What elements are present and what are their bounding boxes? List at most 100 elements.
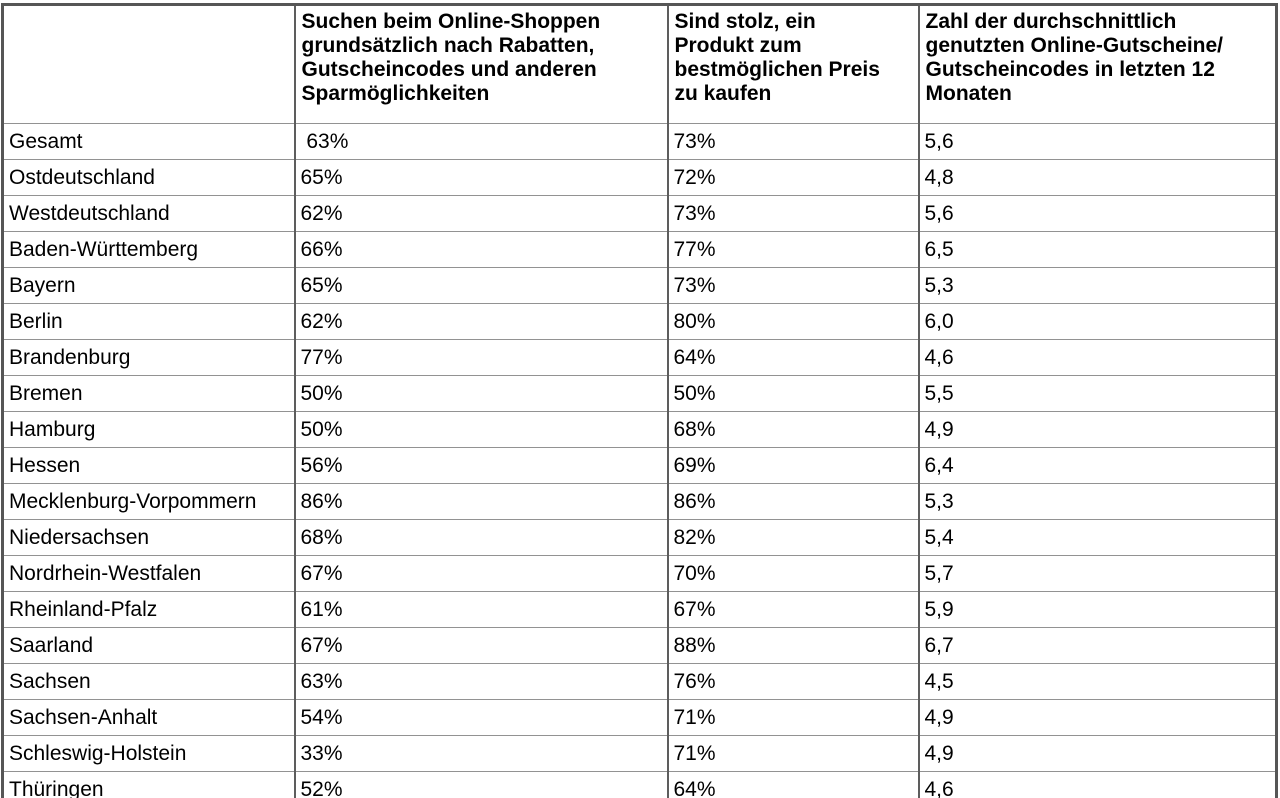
value-cell: 4,9	[917, 735, 1278, 772]
value-cell: 63%	[293, 663, 669, 700]
table-row: Mecklenburg-Vorpommern 86% 86% 5,3	[1, 483, 1278, 520]
table-row: Hessen 56% 69% 6,4	[1, 447, 1278, 484]
region-cell: Nordrhein-Westfalen	[1, 555, 296, 592]
value-cell: 6,5	[917, 231, 1278, 268]
value-cell: 5,4	[917, 519, 1278, 556]
value-cell: 62%	[293, 195, 669, 232]
value-cell: 77%	[293, 339, 669, 376]
value-cell: 6,7	[917, 627, 1278, 664]
value-cell: 54%	[293, 699, 669, 736]
column-header: Sind stolz, ein Produkt zum bestmögliche…	[666, 4, 920, 124]
value-cell: 4,6	[917, 771, 1278, 798]
region-cell: Mecklenburg-Vorpommern	[1, 483, 296, 520]
table-row: Sachsen-Anhalt 54% 71% 4,9	[1, 699, 1278, 736]
value-cell: 67%	[666, 591, 920, 628]
value-cell: 50%	[293, 411, 669, 448]
value-cell: 68%	[666, 411, 920, 448]
region-cell: Thüringen	[1, 771, 296, 798]
value-cell: 62%	[293, 303, 669, 340]
value-cell: 5,6	[917, 195, 1278, 232]
region-cell: Saarland	[1, 627, 296, 664]
table-row: Schleswig-Holstein 33% 71% 4,9	[1, 735, 1278, 772]
table-row: Westdeutschland 62% 73% 5,6	[1, 195, 1278, 232]
region-cell: Hessen	[1, 447, 296, 484]
value-cell: 67%	[293, 555, 669, 592]
region-cell: Westdeutschland	[1, 195, 296, 232]
table-row: Gesamt 63% 73% 5,6	[1, 123, 1278, 160]
region-cell: Berlin	[1, 303, 296, 340]
value-cell: 86%	[293, 483, 669, 520]
region-cell: Schleswig-Holstein	[1, 735, 296, 772]
table-row: Saarland 67% 88% 6,7	[1, 627, 1278, 664]
value-cell: 5,3	[917, 267, 1278, 304]
table-row: Thüringen 52% 64% 4,6	[1, 771, 1278, 798]
value-cell: 70%	[666, 555, 920, 592]
value-cell: 72%	[666, 159, 920, 196]
value-cell: 4,8	[917, 159, 1278, 196]
table-row: Bremen 50% 50% 5,5	[1, 375, 1278, 412]
table-row: Hamburg 50% 68% 4,9	[1, 411, 1278, 448]
value-cell: 52%	[293, 771, 669, 798]
region-cell: Hamburg	[1, 411, 296, 448]
value-cell: 4,9	[917, 411, 1278, 448]
value-cell: 4,9	[917, 699, 1278, 736]
region-cell: Niedersachsen	[1, 519, 296, 556]
value-cell: 4,6	[917, 339, 1278, 376]
value-cell: 71%	[666, 735, 920, 772]
value-cell: 63%	[293, 123, 669, 160]
value-cell: 6,4	[917, 447, 1278, 484]
value-cell: 5,6	[917, 123, 1278, 160]
region-cell: Baden-Württemberg	[1, 231, 296, 268]
value-cell: 68%	[293, 519, 669, 556]
table-row: Sachsen 63% 76% 4,5	[1, 663, 1278, 700]
table-body: Gesamt 63% 73% 5,6 Ostdeutschland 65% 72% 4,8 W…	[1, 123, 1278, 798]
region-cell: Brandenburg	[1, 339, 296, 376]
value-cell: 50%	[666, 375, 920, 412]
table-row: Bayern 65% 73% 5,3	[1, 267, 1278, 304]
table-row: Berlin 62% 80% 6,0	[1, 303, 1278, 340]
region-cell: Gesamt	[1, 123, 296, 160]
region-cell: Rheinland-Pfalz	[1, 591, 296, 628]
table-row: Rheinland-Pfalz 61% 67% 5,9	[1, 591, 1278, 628]
region-column-header	[1, 4, 296, 124]
value-cell: 73%	[666, 267, 920, 304]
value-cell: 65%	[293, 267, 669, 304]
value-cell: 50%	[293, 375, 669, 412]
value-cell: 6,0	[917, 303, 1278, 340]
value-cell: 56%	[293, 447, 669, 484]
column-header: Suchen beim Online-Shoppen grundsätzlich…	[293, 4, 669, 124]
voucher-statistics-table: Suchen beim Online-Shoppen grundsätzlich…	[1, 3, 1278, 798]
value-cell: 73%	[666, 123, 920, 160]
region-cell: Ostdeutschland	[1, 159, 296, 196]
region-cell: Sachsen-Anhalt	[1, 699, 296, 736]
value-cell: 86%	[666, 483, 920, 520]
value-cell: 64%	[666, 339, 920, 376]
region-cell: Sachsen	[1, 663, 296, 700]
value-cell: 5,9	[917, 591, 1278, 628]
value-cell: 5,5	[917, 375, 1278, 412]
value-cell: 77%	[666, 231, 920, 268]
value-cell: 66%	[293, 231, 669, 268]
value-cell: 80%	[666, 303, 920, 340]
value-cell: 71%	[666, 699, 920, 736]
value-cell: 64%	[666, 771, 920, 798]
value-cell: 88%	[666, 627, 920, 664]
table-row: Niedersachsen 68% 82% 5,4	[1, 519, 1278, 556]
value-cell: 33%	[293, 735, 669, 772]
page: Suchen beim Online-Shoppen grundsätzlich…	[0, 3, 1280, 798]
table-row: Brandenburg 77% 64% 4,6	[1, 339, 1278, 376]
value-cell: 82%	[666, 519, 920, 556]
value-cell: 65%	[293, 159, 669, 196]
value-cell: 4,5	[917, 663, 1278, 700]
value-cell: 69%	[666, 447, 920, 484]
value-cell: 5,7	[917, 555, 1278, 592]
table-row: Nordrhein-Westfalen 67% 70% 5,7	[1, 555, 1278, 592]
value-cell: 5,3	[917, 483, 1278, 520]
header-row: Suchen beim Online-Shoppen grundsätzlich…	[1, 4, 1278, 124]
region-cell: Bremen	[1, 375, 296, 412]
column-header: Zahl der durchschnittlich genutzten Onli…	[917, 4, 1278, 124]
table-row: Ostdeutschland 65% 72% 4,8	[1, 159, 1278, 196]
value-cell: 76%	[666, 663, 920, 700]
value-cell: 67%	[293, 627, 669, 664]
value-cell: 61%	[293, 591, 669, 628]
